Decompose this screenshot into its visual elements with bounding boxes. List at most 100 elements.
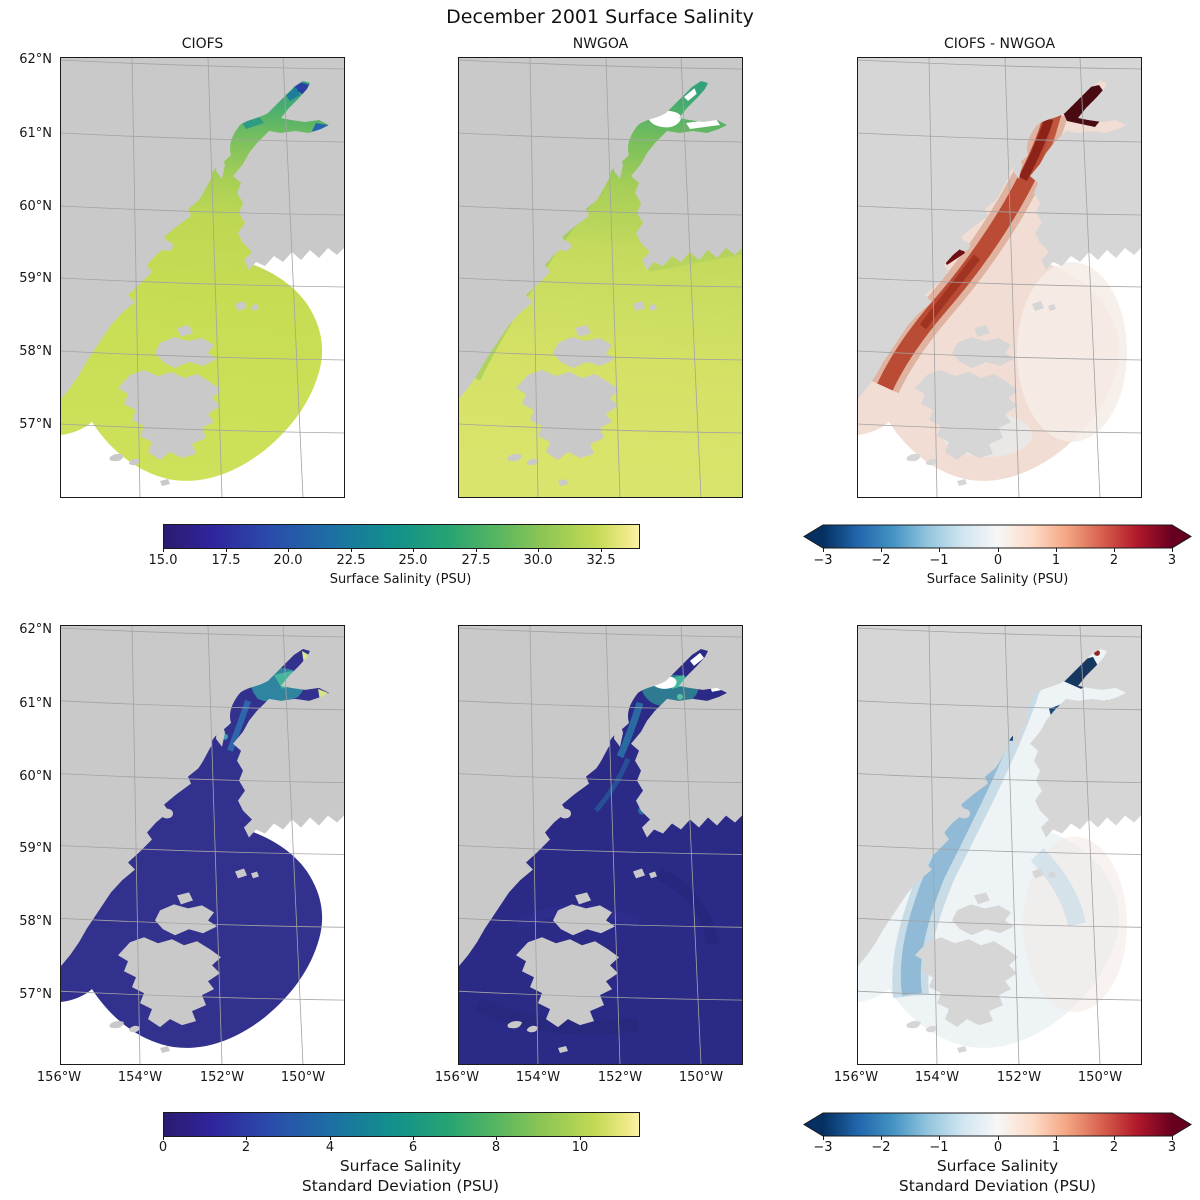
colorbar-tick-label: 0	[993, 1140, 1003, 1155]
colorbar-tick	[823, 1136, 824, 1140]
map-panel-diff-std	[857, 625, 1142, 1065]
panel-border	[857, 57, 1142, 498]
colorbar-tick	[538, 548, 539, 552]
colorbar-tick-label: 6	[408, 1140, 418, 1155]
colorbar-tick-label: 8	[491, 1140, 501, 1155]
colorbar-tick-label: −3	[813, 1140, 833, 1155]
colorbar-tick-label: −1	[929, 1140, 949, 1155]
colorbar-tick	[496, 1136, 497, 1140]
colorbar-tick-label: 17.5	[211, 553, 241, 568]
lat-tick-label: 59°N	[19, 841, 52, 856]
lat-tick-label: 58°N	[19, 344, 52, 359]
tidal-flats	[686, 119, 720, 129]
colorbar-label-std: Surface Salinity Standard Deviation (PSU…	[163, 1157, 638, 1197]
colorbar-tick	[163, 548, 164, 552]
panel-border	[458, 625, 743, 1065]
colorbar-tick-label: 3	[1167, 1140, 1177, 1155]
colorbar-label-line2: Standard Deviation (PSU)	[898, 1176, 1097, 1195]
colorbar-tick	[1114, 1136, 1115, 1140]
colorbar-tick	[881, 1136, 882, 1140]
elevated-std-stem	[594, 757, 631, 813]
colorbar-tick	[163, 1136, 164, 1140]
colorbar-salinity	[163, 524, 640, 549]
std-texture	[474, 997, 640, 1035]
colorbar-tick	[1114, 548, 1115, 552]
lat-tick-label: 60°N	[19, 769, 52, 784]
colorbar-tick-label: 2	[1109, 553, 1119, 568]
colorbar-tick-label: 25.0	[398, 553, 428, 568]
near-zero-region	[1017, 262, 1127, 442]
colorbar-tick	[998, 1136, 999, 1140]
colorbar-tick	[413, 548, 414, 552]
lon-tick-label: 150°W	[678, 1070, 724, 1085]
lat-tick-label: 62°N	[19, 52, 52, 67]
colorbar-tick	[351, 548, 352, 552]
colorbar-tick	[823, 548, 824, 552]
lon-tick-label: 152°W	[199, 1070, 245, 1085]
colorbar-tick	[413, 1136, 414, 1140]
colorbar-label-line1: Surface Salinity	[339, 1157, 462, 1175]
elevated-std-dot	[677, 693, 683, 700]
panel-border	[60, 625, 345, 1065]
colorbar-tick-label: 3	[1167, 553, 1177, 568]
colorbar-tick	[1172, 1136, 1173, 1140]
lat-tick-label: 60°N	[19, 199, 52, 214]
map-panel-nwgoa-salinity	[458, 57, 743, 498]
panel-title-ciofs: CIOFS	[181, 36, 224, 52]
colorbar-tick-label: 20.0	[273, 553, 303, 568]
elevated-std-stem	[227, 699, 251, 752]
colorbar-tick-label: 27.5	[461, 553, 491, 568]
colorbar-tick	[1056, 548, 1057, 552]
map-panel-diff-salinity	[857, 57, 1142, 498]
panel-border	[857, 625, 1142, 1065]
colorbar-tick	[881, 548, 882, 552]
lat-tick-label: 57°N	[19, 987, 52, 1002]
lon-tick-label: 152°W	[996, 1070, 1042, 1085]
colorbar-tick	[580, 1136, 581, 1140]
colorbar-tick	[330, 1136, 331, 1140]
colorbar-tick-label: 15.0	[148, 553, 178, 568]
colorbar-tick-label: 22.5	[336, 553, 366, 568]
lon-tick-label: 150°W	[1077, 1070, 1123, 1085]
colorbar-tick-label: −3	[813, 553, 833, 568]
low-salinity-patch	[286, 87, 300, 101]
colorbar-tick	[601, 548, 602, 552]
lat-tick-label: 59°N	[19, 271, 52, 286]
lon-tick-label: 154°W	[117, 1070, 163, 1085]
colorbar-tick	[1172, 548, 1173, 552]
colorbar-label-salinity-diff: Surface Salinity (PSU)	[926, 572, 1069, 587]
colorbar-tick-label: 0	[993, 553, 1003, 568]
lon-tick-label: 154°W	[515, 1070, 561, 1085]
arm-tip-green	[694, 83, 710, 97]
colorbar-std	[163, 1112, 640, 1137]
colorbar-tick	[998, 548, 999, 552]
panel-border	[60, 57, 345, 498]
lon-tick-label: 156°W	[36, 1070, 82, 1085]
colorbar-tick-label: 30.0	[523, 553, 553, 568]
lat-tick-label: 62°N	[19, 622, 52, 637]
tidal-flats	[690, 652, 704, 666]
colorbar-tick-label: 32.5	[586, 553, 616, 568]
map-panel-ciofs-salinity	[60, 57, 345, 498]
colorbar-tick-label: −2	[871, 1140, 891, 1155]
colorbar-label-salinity: Surface Salinity (PSU)	[329, 572, 472, 587]
colorbar-tick-label: −1	[929, 553, 949, 568]
colorbar-tick	[246, 1136, 247, 1140]
colorbar-tick-label: 1	[1051, 1140, 1061, 1155]
colorbar-label-line1: Surface Salinity	[936, 1157, 1059, 1175]
lon-tick-label: 152°W	[597, 1070, 643, 1085]
low-salinity-head	[242, 115, 264, 129]
colorbar-tick-label: 2	[241, 1140, 251, 1155]
map-panel-nwgoa-std	[458, 625, 743, 1065]
lon-tick-label: 150°W	[280, 1070, 326, 1085]
lat-tick-label: 58°N	[19, 914, 52, 929]
colorbar-label-std-diff: Surface Salinity Standard Deviation (PSU…	[803, 1157, 1192, 1197]
colorbar-tick-label: 1	[1051, 553, 1061, 568]
strong-positive-diff	[919, 254, 981, 330]
panel-title-diff: CIOFS - NWGOA	[943, 36, 1056, 52]
colorbar-tick	[939, 548, 940, 552]
colorbar-label-line2: Standard Deviation (PSU)	[301, 1176, 500, 1195]
colorbar-std-diff	[803, 1112, 1192, 1137]
lat-tick-label: 61°N	[19, 126, 52, 141]
